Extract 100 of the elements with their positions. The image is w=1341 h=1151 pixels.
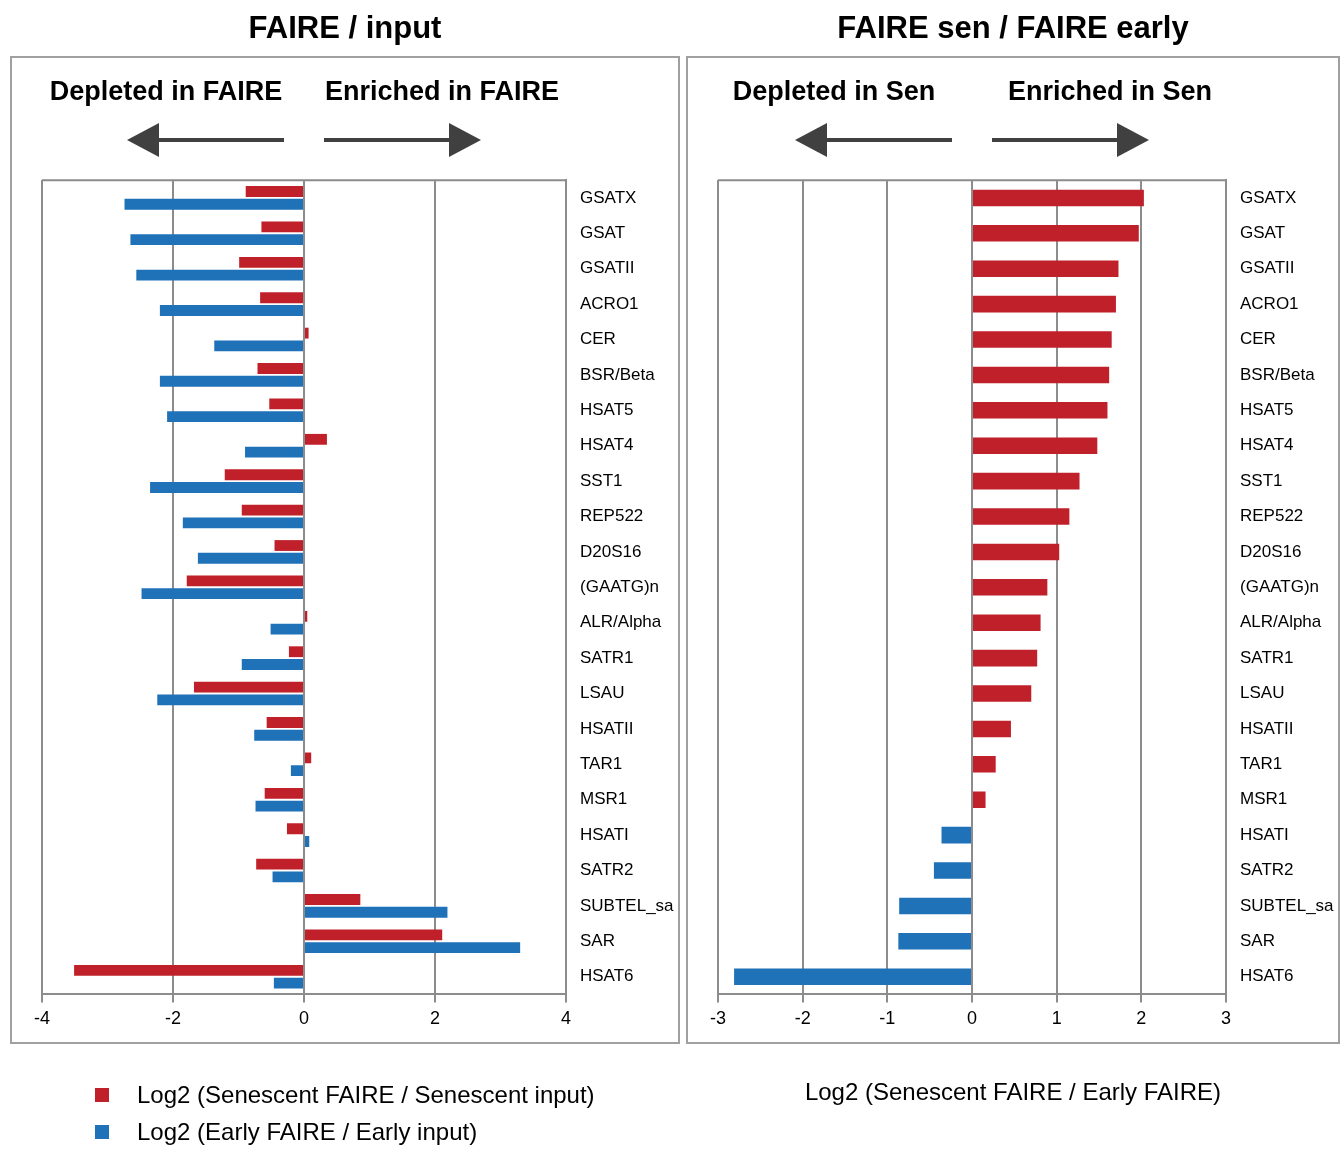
y-tick-label: HSAT5 [1240,399,1294,419]
bar [305,942,521,954]
y-tick-label: SATR2 [1240,860,1294,880]
bar [734,968,971,985]
bar [245,446,303,458]
y-tick-label: (GAATG)n [1240,576,1320,596]
y-tick-label: SUBTEL_sa [1240,895,1335,915]
bar [973,720,1011,738]
bar [305,929,443,941]
text: Enriched in FAIRE [324,76,560,107]
y-tick-label: D20S16 [1240,541,1302,561]
x-tick-label: -2 [794,1008,811,1029]
y-tick-label: REP522 [1240,506,1304,526]
y-tick-label: SST1 [1240,470,1283,490]
bar [288,646,303,658]
bar [182,517,303,529]
y-tick-label: REP522 [580,506,644,526]
bar [305,327,309,339]
bar [159,305,303,316]
bar [241,504,303,516]
bar [266,717,303,728]
bar [290,765,303,777]
bar [973,579,1048,596]
bar [241,659,303,670]
bar [254,729,303,741]
y-tick-label: HSAT4 [580,435,634,455]
y-tick-label: CER [1240,329,1276,349]
y-tick-label: GSATII [580,258,635,278]
bar [286,823,303,835]
bar [269,398,303,410]
y-tick-label: CER [580,329,616,349]
bar [255,800,303,812]
bar [214,340,303,352]
x-tick-label: -3 [709,1008,727,1029]
y-tick-label: BSR/Beta [1240,364,1316,384]
y-tick-label: GSATX [580,187,637,207]
bar [973,189,1144,207]
bar [197,552,303,564]
y-tick-label: HSAT6 [1240,966,1294,986]
bar [941,826,971,844]
bar [973,402,1108,419]
y-tick-label: BSR/Beta [580,364,656,384]
bar [973,685,1032,702]
x-tick-label: -1 [879,1008,896,1029]
bar [150,482,303,493]
bar [933,862,971,879]
bar [973,225,1139,242]
bar [898,933,971,950]
text: Enriched in Sen [1007,76,1213,107]
y-tick-label: HSATII [1240,718,1294,738]
x-tick-label: 3 [1220,1008,1232,1029]
y-tick-label: ACRO1 [1240,293,1299,313]
bar [973,366,1110,384]
bar [973,614,1041,631]
x-tick-label: 0 [298,1008,310,1029]
x-tick-label: 1 [1051,1008,1062,1029]
bar [305,836,310,847]
text: Depleted in Sen [732,76,936,107]
bar [136,269,303,281]
y-tick-label: SATR1 [1240,647,1294,667]
y-tick-label: LSAU [1240,683,1285,703]
y-tick-label: HSATI [1240,824,1289,844]
y-tick-label: LSAU [580,683,625,703]
bar [141,588,303,600]
y-tick-label: GSAT [1240,222,1286,242]
x-tick-label: 2 [1136,1008,1147,1029]
bar [261,221,303,233]
bar [167,411,303,423]
y-tick-label: GSATII [1240,258,1295,278]
bar [973,260,1119,277]
y-tick-label: HSATI [580,824,629,844]
y-tick-label: GSATX [1240,187,1297,207]
y-tick-label: TAR1 [1240,753,1283,773]
y-tick-label: HSAT4 [1240,435,1294,455]
bar [973,508,1070,525]
y-tick-label: ACRO1 [580,293,639,313]
x-tick-label: 0 [966,1008,978,1029]
x-axis-title: Log2 (Senescent FAIRE / Early FAIRE) [803,1078,1223,1106]
bar [264,787,303,799]
bar [305,433,327,445]
bar [224,469,303,481]
bar [973,472,1080,490]
bar [973,791,986,808]
bar [159,375,303,387]
bar [973,649,1038,667]
bar [973,756,996,773]
bar [124,198,303,210]
y-tick-label: SAR [1240,930,1275,950]
y-tick-label: HSAT6 [580,966,634,986]
y-tick-label: (GAATG)n [580,576,660,596]
bar [260,292,303,304]
y-tick-label: GSAT [580,222,626,242]
bar [305,906,448,918]
bar [186,575,303,587]
y-tick-label: ALR/Alpha [1240,612,1322,632]
y-tick-label: HSAT5 [580,399,634,419]
y-tick-label: MSR1 [580,789,628,809]
y-tick-label: SAR [580,930,615,950]
chart-title: FAIRE / input [247,9,443,47]
y-tick-label: SATR1 [580,647,634,667]
